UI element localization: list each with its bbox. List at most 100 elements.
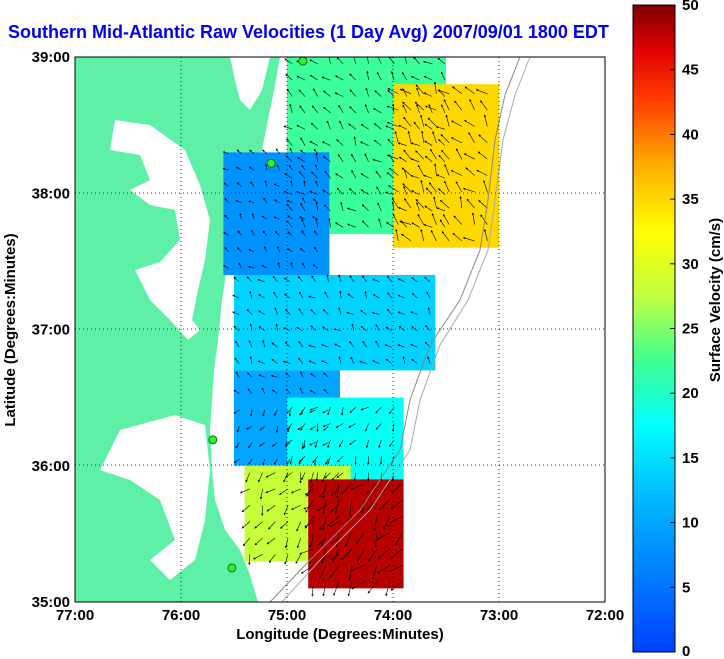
velocity-arrow — [249, 290, 253, 299]
velocity-arrow — [417, 164, 425, 176]
velocity-arrow — [319, 565, 327, 579]
velocity-arrow — [394, 130, 399, 143]
velocity-arrow — [464, 120, 475, 127]
velocity-arrow — [253, 554, 263, 560]
x-tick-label: 75:00 — [268, 607, 306, 624]
velocity-arrow — [337, 455, 344, 463]
velocity-arrow — [258, 472, 263, 483]
velocity-arrow — [437, 89, 450, 95]
velocity-arrow — [438, 154, 446, 163]
velocity-arrow — [366, 57, 369, 64]
velocity-arrow — [235, 200, 242, 204]
chesapeake-bay — [110, 120, 210, 340]
velocity-arrow — [299, 105, 306, 114]
velocity-arrow — [334, 92, 344, 97]
velocity-arrow — [376, 71, 382, 81]
velocity-arrow — [442, 213, 450, 225]
velocity-arrow — [397, 142, 407, 146]
velocity-arrow — [291, 504, 301, 510]
velocity-arrow — [324, 472, 331, 479]
velocity-arrow — [309, 59, 318, 65]
velocity-arrow — [360, 124, 369, 130]
velocity-arrow — [248, 166, 255, 171]
velocity-arrow — [424, 140, 433, 146]
velocity-arrow — [299, 291, 304, 299]
velocity-arrow — [264, 246, 268, 252]
velocity-arrow — [336, 139, 344, 146]
velocity-arrow — [359, 141, 369, 146]
velocity-arrow — [387, 88, 399, 95]
velocity-arrow — [323, 426, 329, 431]
velocity-arrow — [338, 274, 342, 282]
velocity-arrow — [286, 458, 291, 465]
velocity-arrow — [413, 121, 420, 130]
velocity-arrow — [254, 521, 263, 529]
velocity-arrow — [340, 201, 344, 212]
velocity-arrow — [453, 215, 463, 225]
velocity-arrow — [296, 125, 306, 130]
velocity-arrow — [349, 106, 357, 114]
velocity-arrow — [247, 388, 253, 394]
velocity-arrow — [274, 231, 280, 236]
velocity-arrow — [308, 344, 316, 348]
velocity-arrow — [257, 279, 265, 283]
velocity-arrow — [259, 488, 263, 500]
velocity-arrow — [390, 483, 403, 494]
velocity-arrow — [323, 204, 331, 212]
velocity-arrow — [390, 548, 403, 559]
velocity-arrow — [298, 456, 306, 463]
velocity-arrow — [233, 458, 240, 464]
velocity-arrow — [283, 125, 293, 130]
velocity-arrow — [298, 171, 306, 179]
velocity-arrow — [271, 342, 278, 348]
velocity-arrow — [367, 581, 378, 594]
velocity-arrow — [349, 275, 355, 282]
velocity-arrow — [336, 187, 344, 195]
velocity-arrow — [305, 499, 314, 513]
velocity-arrow — [346, 207, 356, 212]
velocity-arrow — [361, 204, 369, 212]
velocity-arrow — [410, 76, 420, 81]
velocity-arrow — [377, 564, 390, 574]
velocity-arrow — [248, 458, 253, 465]
velocity-arrow — [375, 340, 380, 348]
velocity-arrow — [322, 409, 329, 414]
velocity-arrow — [262, 230, 268, 236]
velocity-arrow — [477, 151, 488, 160]
velocity-arrow — [459, 196, 463, 209]
velocity-arrow — [403, 57, 408, 64]
velocity-arrow — [261, 264, 268, 269]
velocity-arrow — [385, 358, 393, 364]
velocity-arrow — [250, 409, 253, 417]
velocity-arrow — [355, 532, 365, 545]
velocity-arrow — [312, 264, 318, 269]
velocity-arrow — [375, 170, 382, 179]
velocity-arrow — [351, 169, 357, 179]
velocity-arrow — [324, 170, 331, 179]
velocity-arrow — [465, 167, 475, 176]
velocity-arrow — [248, 200, 255, 204]
velocity-arrow — [345, 532, 352, 547]
velocity-arrow — [341, 407, 344, 416]
velocity-arrow — [372, 278, 380, 283]
velocity-arrow — [389, 515, 403, 524]
velocity-arrow — [391, 201, 395, 212]
velocity-arrow — [309, 442, 316, 446]
velocity-arrow — [338, 104, 344, 114]
velocity-arrow — [313, 88, 319, 97]
velocity-arrow — [224, 247, 229, 253]
velocity-arrow — [424, 155, 433, 163]
velocity-arrow — [297, 276, 304, 283]
velocity-arrow — [430, 148, 437, 160]
velocity-arrow — [297, 425, 304, 431]
velocity-arrow — [469, 98, 475, 111]
velocity-arrow — [387, 138, 395, 146]
velocity-arrow — [248, 442, 253, 449]
velocity-arrow — [373, 108, 382, 114]
velocity-arrow — [360, 173, 369, 179]
velocity-arrow — [329, 554, 340, 561]
velocity-arrow — [415, 198, 424, 209]
velocity-arrow — [248, 554, 251, 566]
velocity-arrow — [275, 148, 280, 154]
velocity-arrow — [302, 439, 306, 449]
